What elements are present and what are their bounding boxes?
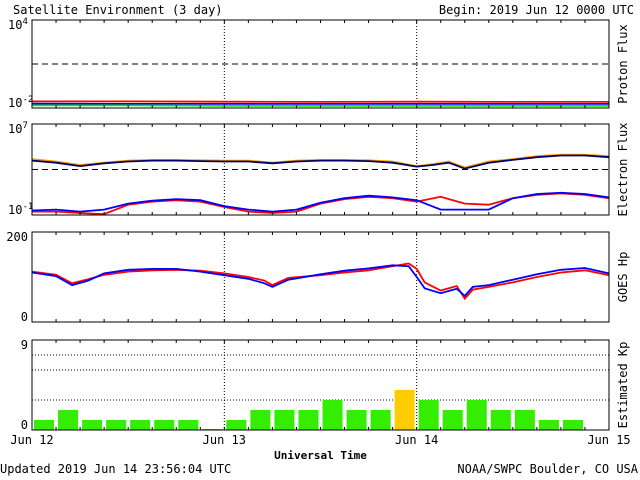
kp-bar <box>514 410 535 430</box>
kp-bar <box>562 420 583 430</box>
kp-bar <box>226 420 247 430</box>
kp-bar <box>298 410 319 430</box>
kp-bar <box>178 420 199 430</box>
credit: NOAA/SWPC Boulder, CO USA <box>457 462 638 476</box>
kp-bar <box>106 420 127 430</box>
kp-bar <box>130 420 151 430</box>
x-tick-label: Jun 14 <box>395 433 438 447</box>
series-line-blue <box>31 191 610 213</box>
x-tick-label: Jun 12 <box>10 433 53 447</box>
kp-bar <box>58 410 79 430</box>
y-tick-exponent: 7 <box>22 121 27 131</box>
y-tick-exponent: -2 <box>22 95 33 105</box>
kp-panel: 9 0 Estimated Kp Jun 12 Jun 13 Jun 14 Jun 15 Un… <box>10 338 630 462</box>
series-line-red <box>31 262 610 301</box>
series-line-blue <box>31 264 610 298</box>
chart-title: Satellite Environment (3 day) <box>13 3 223 17</box>
kp-bar <box>370 410 391 430</box>
kp-bar <box>34 420 55 430</box>
series-line-navy <box>31 154 610 170</box>
kp-bar <box>274 410 295 430</box>
proton-panel: 104 10-2 Proton Flux <box>8 17 630 110</box>
kp-bar <box>418 400 439 430</box>
y-tick-label: 200 <box>6 230 28 244</box>
kp-bar <box>442 410 463 430</box>
kp-bar <box>490 410 511 430</box>
y-tick-exponent: 4 <box>22 17 27 27</box>
electron-panel: 107 10-1 Electron Flux <box>8 121 630 217</box>
kp-bar <box>394 390 415 430</box>
y-axis-label: Proton Flux <box>616 24 630 103</box>
y-tick-label: 0 <box>21 310 28 324</box>
kp-bar <box>538 420 559 430</box>
y-tick-label: 0 <box>21 418 28 432</box>
series-line-red <box>32 100 609 103</box>
kp-bar <box>82 420 103 430</box>
y-tick-exponent: -1 <box>22 202 33 212</box>
x-tick-label: Jun 15 <box>587 433 630 447</box>
y-tick-label: 104 <box>8 17 28 32</box>
y-tick-label: 10-1 <box>8 202 33 217</box>
y-tick-label: 9 <box>21 338 28 352</box>
y-tick-label: 10-2 <box>8 95 33 110</box>
y-tick-label: 107 <box>8 121 28 136</box>
y-axis-label: Estimated Kp <box>616 342 630 429</box>
begin-time: Begin: 2019 Jun 12 0000 UTC <box>438 3 634 17</box>
kp-bar <box>466 400 487 430</box>
x-tick-label: Jun 13 <box>203 433 246 447</box>
kp-bar <box>322 400 343 430</box>
kp-bar <box>250 410 271 430</box>
y-axis-label: Electron Flux <box>616 123 630 217</box>
y-axis-label: GOES Hp <box>616 252 630 303</box>
kp-bar <box>346 410 367 430</box>
kp-bar <box>154 420 175 430</box>
x-axis-label: Universal Time <box>274 449 367 462</box>
updated-time: Updated 2019 Jun 14 23:56:04 UTC <box>0 462 232 476</box>
goes-hp-panel: 200 0 GOES Hp <box>6 230 630 324</box>
